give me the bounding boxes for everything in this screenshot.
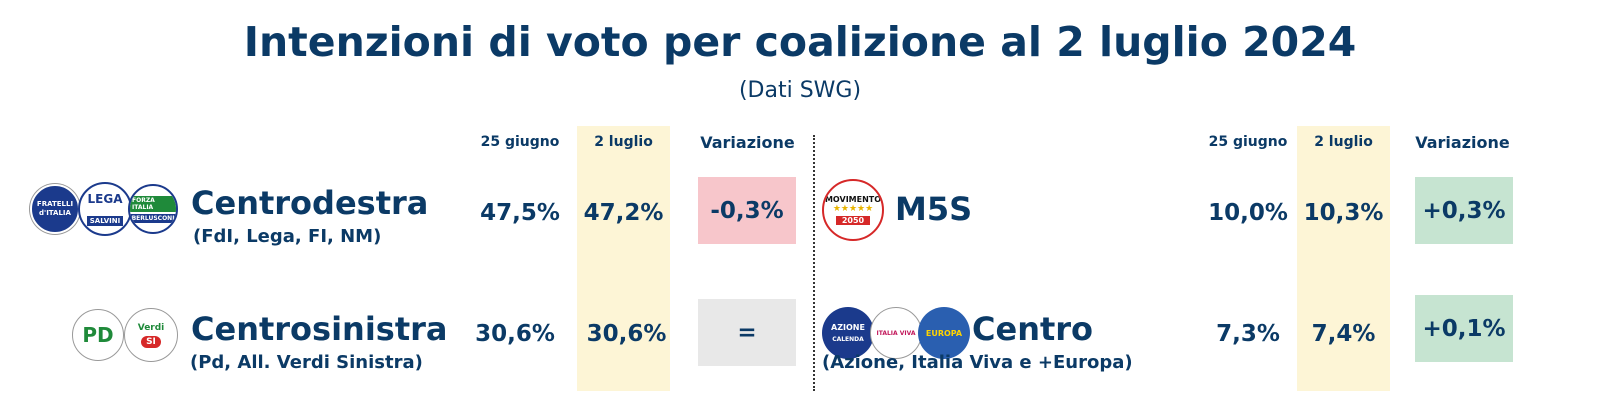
fdi-logo-text: FRATELLI d'ITALIA — [36, 200, 74, 217]
azione-logo-icon: AZIONE CALENDA — [822, 307, 874, 359]
fi-logo-icon: FORZA ITALIA BERLUSCONI — [128, 184, 178, 234]
coalition-name-m5s: M5S — [895, 190, 973, 228]
col-header-curr-right: 2 luglio — [1314, 134, 1373, 150]
coalition-name-centro: Centro — [972, 310, 1094, 348]
pd-logo-icon: PD — [72, 309, 124, 361]
logo-group-centrodestra: FRATELLI d'ITALIA LEGA SALVINI FORZA ITA… — [30, 182, 180, 237]
coalition-members-centrodestra: (FdI, Lega, FI, NM) — [193, 226, 382, 247]
coalition-name-centrosinistra: Centrosinistra — [191, 310, 448, 348]
change-value-centrodestra: -0,3% — [710, 197, 784, 224]
fdi-logo-icon: FRATELLI d'ITALIA — [30, 184, 80, 234]
value-prev-m5s: 10,0% — [1208, 200, 1288, 226]
italia-viva-logo-text: ITALIA VIVA — [876, 329, 916, 337]
europa-logo-text: EUROPA — [925, 328, 963, 338]
logo-group-centro: AZIONE CALENDA ITALIA VIVA EUROPA — [822, 307, 972, 361]
coalition-members-centro: (Azione, Italia Viva e +Europa) — [822, 352, 1133, 373]
change-box-centro: +0,1% — [1415, 295, 1513, 362]
europa-logo-icon: EUROPA — [918, 307, 970, 359]
highlight-column-right — [1297, 126, 1390, 391]
azione-logo-text: AZIONE — [831, 323, 865, 332]
fi-logo-subtext: BERLUSCONI — [130, 213, 176, 223]
m5s-logo-text: MOVIMENTO — [824, 195, 882, 204]
m5s-stars-icon: ★★★★★ — [832, 204, 874, 214]
change-value-centro: +0,1% — [1422, 315, 1506, 342]
value-prev-centrosinistra: 30,6% — [475, 321, 555, 347]
change-box-m5s: +0,3% — [1415, 177, 1513, 244]
value-prev-centro: 7,3% — [1216, 321, 1280, 347]
value-curr-centro: 7,4% — [1311, 321, 1376, 347]
change-box-centrosinistra: = — [698, 299, 796, 366]
col-header-change-right: Variazione — [1415, 133, 1510, 152]
logo-group-centrosinistra: PD Verdi SI — [72, 308, 180, 363]
pd-logo-text: PD — [82, 323, 114, 347]
change-value-centrosinistra: = — [737, 319, 757, 346]
coalition-name-centrodestra: Centrodestra — [191, 184, 429, 222]
fi-logo-text: FORZA ITALIA — [130, 195, 176, 212]
lega-logo-text: LEGA — [87, 192, 123, 206]
col-header-prev-left: 25 giugno — [480, 134, 560, 150]
page-title: Intenzioni di voto per coalizione al 2 l… — [243, 18, 1357, 66]
value-prev-centrodestra: 47,5% — [480, 200, 560, 226]
m5s-logo-icon: MOVIMENTO ★★★★★ 2050 — [822, 179, 884, 241]
col-header-prev-right: 25 giugno — [1208, 134, 1288, 150]
change-box-centrodestra: -0,3% — [698, 177, 796, 244]
change-value-m5s: +0,3% — [1422, 197, 1506, 224]
italia-viva-logo-icon: ITALIA VIVA — [870, 307, 922, 359]
azione-logo-subtext: CALENDA — [832, 336, 864, 343]
lega-logo-subtext: SALVINI — [86, 216, 124, 226]
value-curr-centrodestra: 47,2% — [583, 200, 664, 226]
highlight-column-left — [577, 126, 670, 391]
value-curr-centrosinistra: 30,6% — [586, 321, 667, 347]
lega-logo-icon: LEGA SALVINI — [78, 182, 132, 236]
avs-logo-text: Verdi — [137, 322, 165, 333]
col-header-change-left: Variazione — [700, 133, 795, 152]
value-curr-m5s: 10,3% — [1303, 200, 1384, 226]
m5s-logo-year: 2050 — [835, 216, 871, 225]
coalition-members-centrosinistra: (Pd, All. Verdi Sinistra) — [190, 352, 423, 373]
column-divider — [813, 135, 815, 391]
page-subtitle: (Dati SWG) — [738, 78, 862, 103]
avs-logo-si: SI — [141, 335, 161, 348]
avs-logo-icon: Verdi SI — [124, 308, 178, 362]
col-header-curr-left: 2 luglio — [594, 134, 653, 150]
